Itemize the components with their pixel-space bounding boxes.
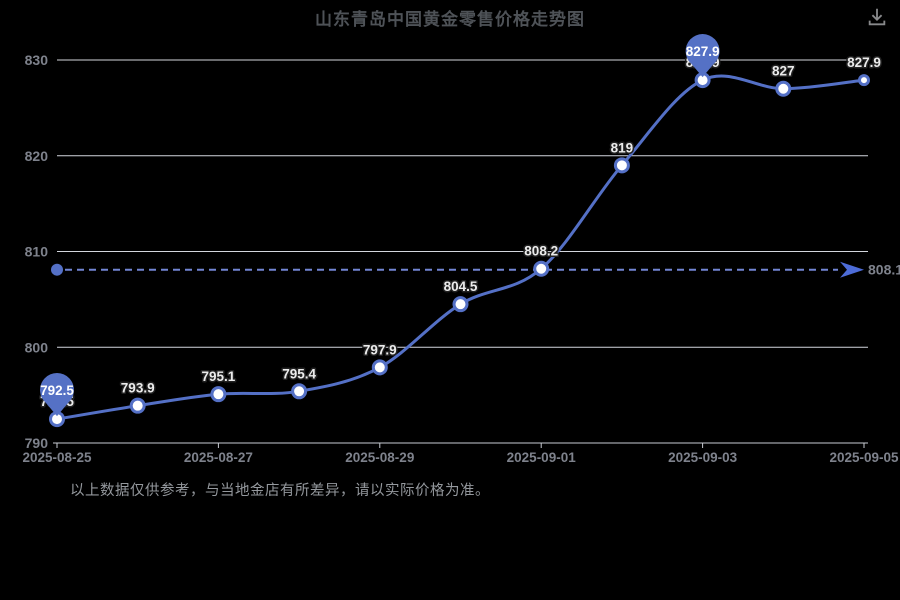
data-point-label: 808.2	[524, 244, 558, 259]
data-point-label: 795.4	[282, 366, 316, 381]
x-tick-label: 2025-08-25	[22, 450, 92, 465]
disclaimer-note: 以上数据仅供参考，与当地金店有所差异，请以实际价格为准。	[70, 483, 490, 499]
y-tick-label: 790	[25, 435, 49, 451]
pin-marker[interactable]	[685, 34, 720, 78]
data-point[interactable]	[533, 260, 550, 277]
data-point[interactable]	[371, 359, 388, 376]
x-tick-label: 2025-08-27	[184, 450, 253, 465]
data-point[interactable]	[210, 386, 227, 403]
price-curve	[55, 74, 866, 421]
pin-value-label: 827.9	[686, 44, 720, 59]
data-point-label: 804.5	[444, 279, 478, 294]
pin-marker[interactable]	[40, 373, 74, 417]
reference-value-label: 808.1	[868, 262, 900, 278]
reference-dot	[51, 263, 63, 276]
x-tick-label: 2025-09-03	[668, 450, 738, 465]
data-point[interactable]	[775, 80, 792, 97]
data-point[interactable]	[291, 383, 308, 400]
data-point-label: 793.9	[121, 381, 155, 396]
data-point[interactable]	[452, 296, 469, 313]
data-point-label: 797.9	[363, 342, 397, 357]
y-tick-label: 820	[25, 148, 49, 164]
reference-arrow-icon	[840, 261, 864, 278]
data-point-label: 795.1	[202, 369, 236, 384]
download-icon	[868, 8, 886, 26]
x-tick-label: 2025-09-05	[829, 450, 899, 465]
y-tick-label: 810	[25, 244, 49, 260]
download-button[interactable]	[864, 4, 890, 30]
data-point[interactable]	[858, 74, 870, 87]
x-tick-label: 2025-09-01	[507, 450, 577, 465]
data-point-label: 827.9	[847, 55, 881, 70]
data-point-label: 819	[611, 140, 634, 155]
x-tick-label: 2025-08-29	[345, 450, 414, 465]
data-point-label: 827	[772, 64, 795, 79]
y-tick-label: 800	[25, 339, 49, 355]
data-point[interactable]	[613, 157, 630, 174]
data-point[interactable]	[129, 397, 146, 414]
chart-title: 山东青岛中国黄金零售价格走势图	[315, 10, 585, 29]
pin-value-label: 792.5	[40, 383, 74, 398]
y-tick-label: 830	[25, 52, 49, 68]
